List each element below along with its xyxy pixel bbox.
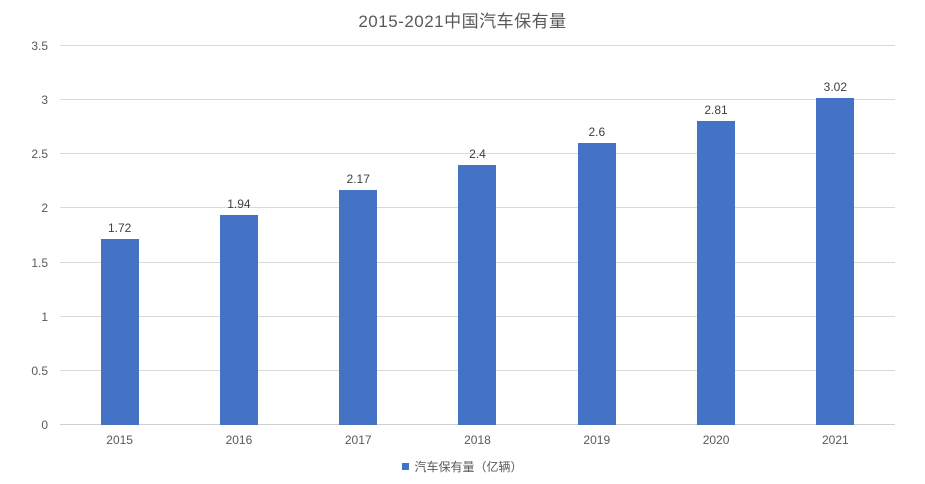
bar-2016 — [219, 214, 258, 425]
y-axis: 0 0.5 1 1.5 2 2.5 3 3.5 — [0, 40, 52, 431]
bar-value-label-2018: 2.4 — [469, 147, 486, 162]
bar-2020 — [697, 120, 736, 425]
bar-2019 — [577, 143, 616, 425]
gridline-3 — [60, 99, 895, 101]
y-tick-label-1.5: 1.5 — [31, 255, 48, 270]
plot-area: 1.72 1.94 2.17 2.4 2.6 2.81 3.02 — [60, 45, 895, 425]
x-axis: 2015 2016 2017 2018 2019 2020 2021 — [60, 433, 895, 449]
gridline-2.5 — [60, 153, 895, 155]
gridline-3.5 — [60, 45, 895, 46]
chart-title: 2015-2021中国汽车保有量 — [358, 12, 567, 31]
bar-slot-2019: 2.6 — [537, 46, 656, 425]
y-tick-label-2.5: 2.5 — [31, 147, 48, 162]
x-tick-label-2020: 2020 — [702, 433, 730, 447]
bar-slot-2017: 2.17 — [299, 46, 418, 425]
bar-2017 — [339, 190, 378, 425]
bar-2015 — [100, 238, 139, 425]
x-tick-label-2019: 2019 — [583, 433, 611, 447]
bar-slot-2018: 2.4 — [418, 46, 537, 425]
x-tick-label-2015: 2015 — [106, 433, 133, 447]
legend-square-icon — [402, 463, 410, 470]
bar-value-label-2020: 2.81 — [704, 102, 728, 117]
bar-value-label-2021: 3.02 — [823, 79, 848, 94]
y-tick-label-3.5: 3.5 — [31, 39, 48, 53]
bar-2018 — [458, 165, 497, 425]
y-tick-label-2: 2 — [41, 201, 48, 216]
y-tick-label-3: 3 — [41, 93, 48, 108]
y-tick-label-0: 0 — [41, 418, 48, 432]
bar-value-label-2016: 1.94 — [227, 196, 251, 211]
x-tick-label-2021: 2021 — [821, 433, 849, 447]
bar-value-label-2017: 2.17 — [346, 172, 370, 187]
y-tick-label-1: 1 — [41, 309, 48, 324]
bar-value-label-2019: 2.6 — [588, 125, 606, 140]
bar-value-label-2015: 1.72 — [107, 220, 132, 235]
legend: 汽车保有量（亿辆） — [0, 458, 925, 475]
y-tick-label-0.5: 0.5 — [31, 363, 48, 378]
bar-slot-2021: 3.02 — [776, 46, 895, 425]
x-tick-label-2018: 2018 — [464, 433, 491, 447]
legend-label: 汽车保有量（亿辆） — [414, 460, 523, 474]
bar-slot-2020: 2.81 — [656, 46, 775, 425]
x-tick-label-2016: 2016 — [225, 433, 253, 447]
bar-2021 — [816, 97, 855, 425]
bar-slot-2015: 1.72 — [60, 46, 179, 425]
x-tick-label-2017: 2017 — [344, 433, 372, 447]
bar-slot-2016: 1.94 — [179, 46, 298, 425]
